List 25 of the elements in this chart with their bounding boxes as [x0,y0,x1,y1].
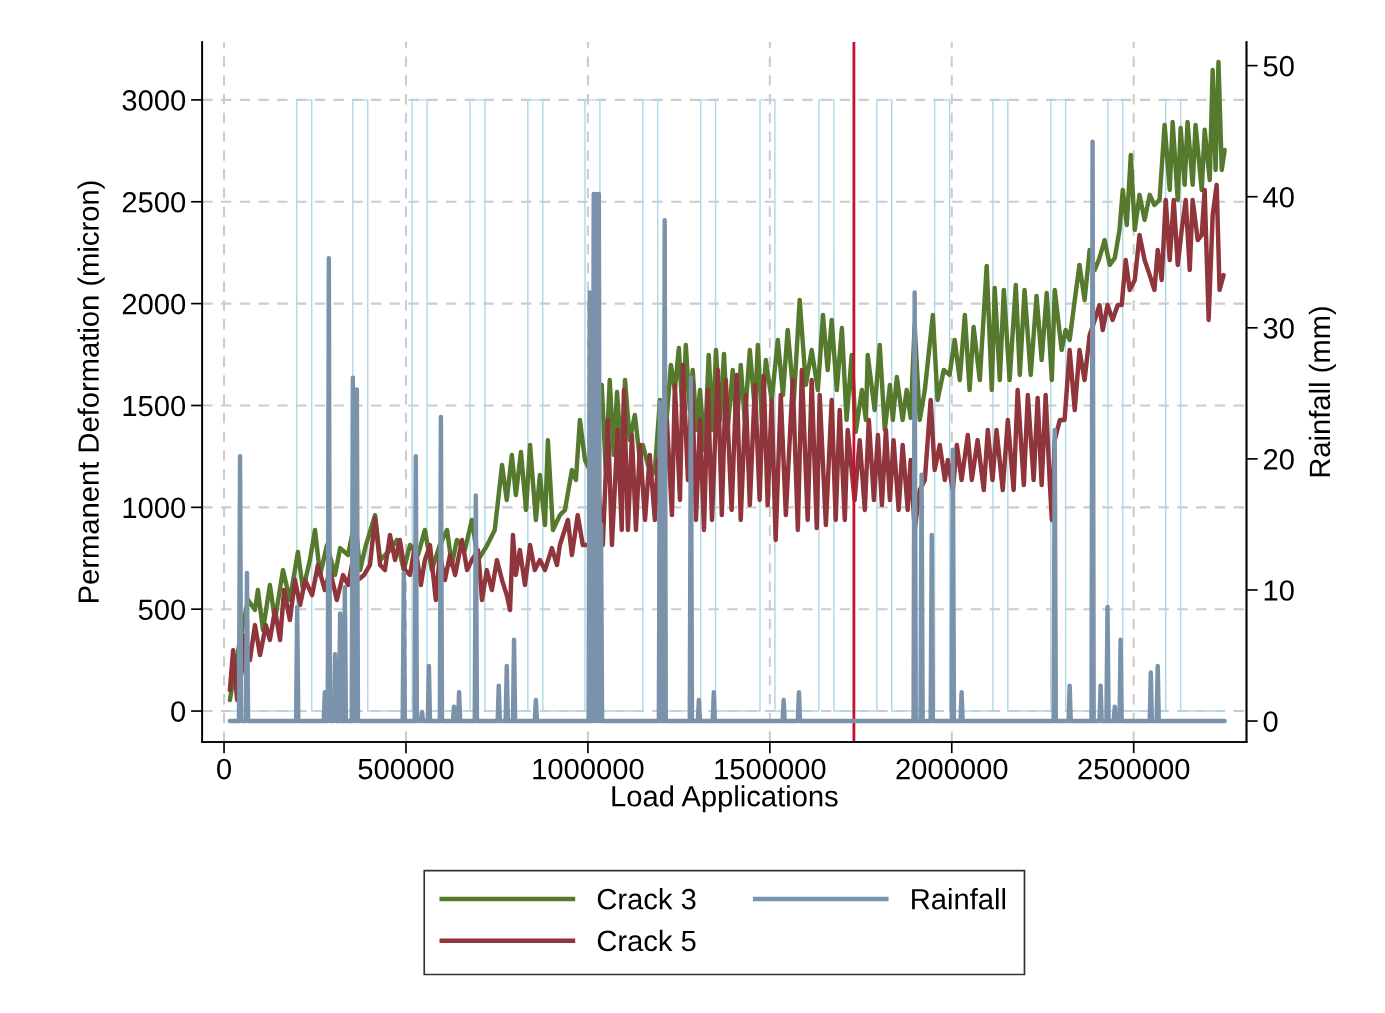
x-tick-label: 0 [217,758,232,780]
y2-axis-title: Rainfall (mm) [1308,307,1336,477]
y-tick-label: 1500 [123,395,186,417]
y-tick-label: 2500 [122,191,186,213]
x-tick-label: 1500000 [715,758,826,780]
legend-label: Crack 3 [597,888,696,910]
y2-tick-label: 10 [1264,580,1294,601]
y2-tick-label: 30 [1263,318,1294,339]
legend-label: Crack 5 [597,929,696,952]
y-tick-label: 500 [138,599,186,621]
y2-tick-label: 20 [1263,449,1294,470]
x-tick-label: 1000000 [533,758,644,780]
x-axis-title: Load Applications [612,785,838,813]
y-axis-title: Permanent Deformation (micron) [77,181,105,602]
x-tick-label: 2000000 [896,758,1008,780]
x-tick-label: 2500000 [1078,758,1190,780]
x-tick-label: 500000 [358,758,454,780]
y-tick-label: 3000 [122,90,186,111]
y2-tick-label: 0 [1263,711,1278,732]
y2-tick-label: 50 [1263,55,1294,77]
y-tick-label: 0 [171,701,186,722]
y-tick-label: 2000 [122,293,186,315]
y2-tick-label: 40 [1263,186,1294,208]
y-tick-label: 1000 [123,497,186,519]
legend-label: Rainfall [912,888,1006,910]
